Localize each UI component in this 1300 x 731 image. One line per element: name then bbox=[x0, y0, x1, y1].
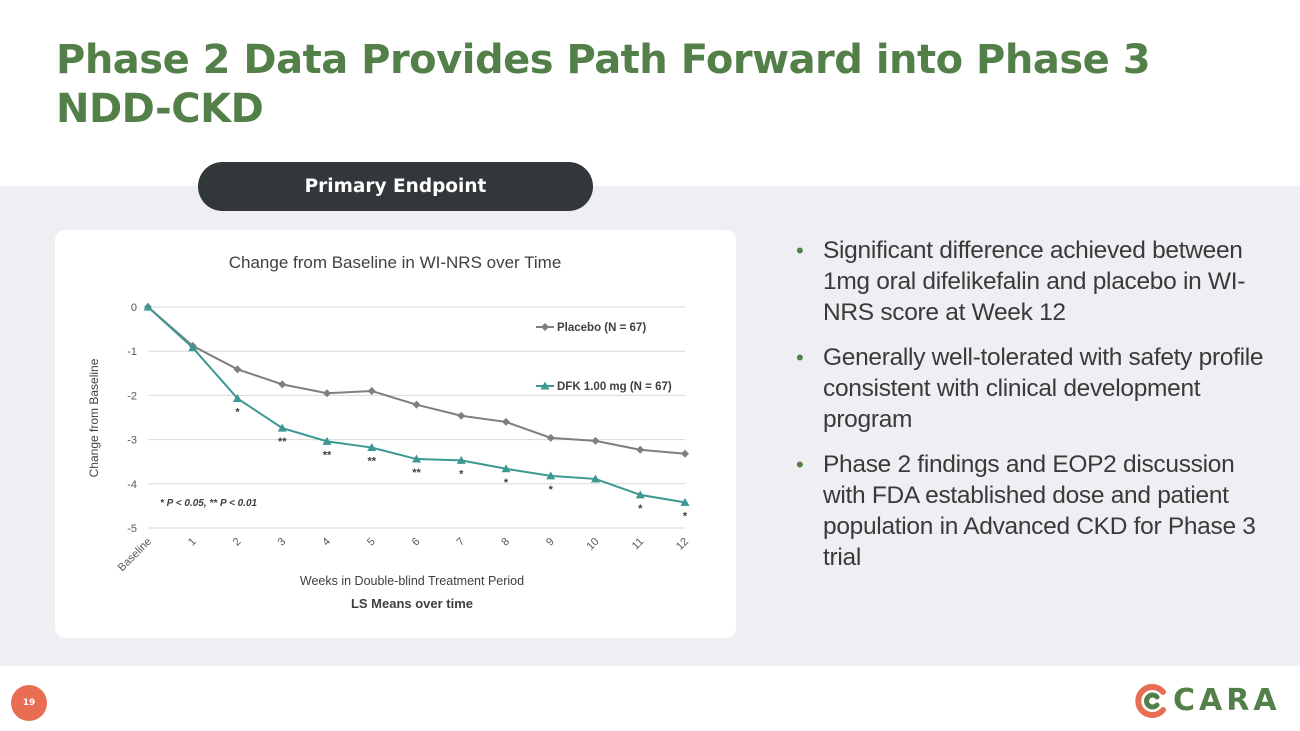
bullet-text: Significant difference achieved between … bbox=[823, 237, 1246, 326]
significance-marker: ** bbox=[412, 467, 421, 479]
dfk-point bbox=[680, 497, 690, 506]
significance-marker: * bbox=[549, 484, 554, 496]
significance-marker: * bbox=[683, 510, 688, 522]
x-tick-label: 5 bbox=[365, 536, 378, 549]
bullet-text: Phase 2 findings and EOP2 discussion wit… bbox=[823, 451, 1256, 571]
y-tick-label: -3 bbox=[127, 435, 137, 447]
legend-marker bbox=[541, 323, 549, 331]
x-tick-label: 12 bbox=[674, 536, 691, 553]
bullet-dot-icon: • bbox=[796, 238, 804, 263]
placebo-point bbox=[233, 365, 242, 374]
x-tick-label: 11 bbox=[630, 536, 647, 553]
bullet-dot-icon: • bbox=[796, 345, 804, 370]
legend-label: DFK 1.00 mg (N = 67) bbox=[557, 381, 672, 393]
x-tick-label: 4 bbox=[320, 536, 333, 549]
bullet-item: • Generally well-tolerated with safety pr… bbox=[790, 342, 1270, 435]
slide-title: Phase 2 Data Provides Path Forward into … bbox=[56, 36, 1256, 134]
x-tick-label: 8 bbox=[499, 536, 512, 549]
x-tick-label: 6 bbox=[410, 536, 423, 549]
x-tick-label: 10 bbox=[584, 536, 601, 553]
dfk-point bbox=[412, 454, 421, 463]
x-tick-label: Baseline bbox=[116, 536, 154, 574]
bullet-item: • Phase 2 findings and EOP2 discussion wi… bbox=[790, 449, 1270, 573]
dfk-point bbox=[591, 474, 600, 483]
placebo-point bbox=[546, 433, 555, 442]
placebo-point bbox=[591, 436, 600, 445]
y-tick-label: -5 bbox=[127, 523, 137, 535]
placebo-point bbox=[457, 411, 466, 420]
y-tick-label: -4 bbox=[127, 479, 137, 491]
dfk-point bbox=[322, 436, 332, 445]
legend-marker bbox=[540, 381, 550, 390]
placebo-point bbox=[412, 400, 421, 409]
bullet-text: Generally well-tolerated with safety pro… bbox=[823, 344, 1264, 433]
page-number-badge: 19 bbox=[11, 685, 47, 721]
significance-marker: * bbox=[638, 503, 643, 515]
placebo-point bbox=[323, 389, 331, 398]
placebo-point bbox=[636, 445, 645, 454]
significance-marker: ** bbox=[367, 456, 376, 468]
dfk-point bbox=[456, 455, 466, 464]
key-findings-list: • Significant difference achieved between… bbox=[790, 235, 1270, 587]
y-tick-label: -2 bbox=[127, 390, 137, 402]
x-tick-label: 1 bbox=[186, 536, 199, 549]
y-axis-label: Change from Baseline bbox=[87, 358, 101, 477]
dfk-point bbox=[188, 343, 198, 352]
dfk-point bbox=[277, 423, 287, 432]
dfk-point bbox=[635, 490, 645, 499]
significance-marker: ** bbox=[323, 449, 332, 461]
slide-title-line-2: NDD-CKD bbox=[56, 86, 264, 132]
x-axis-label: Weeks in Double-blind Treatment Period bbox=[300, 574, 524, 588]
bullet-item: • Significant difference achieved between… bbox=[790, 235, 1270, 328]
x-tick-label: 2 bbox=[231, 536, 244, 549]
significance-footnote: * P < 0.05, ** P < 0.01 bbox=[160, 498, 258, 509]
placebo-point bbox=[278, 380, 287, 389]
bullet-dot-icon: • bbox=[796, 452, 804, 477]
wi-nrs-line-chart: Change from Baseline in WI-NRS over Time… bbox=[87, 253, 691, 611]
placebo-point bbox=[367, 386, 376, 395]
dfk-point bbox=[143, 302, 153, 311]
dfk-point bbox=[546, 471, 556, 480]
primary-endpoint-label: Primary Endpoint bbox=[198, 162, 593, 211]
x-tick-label: 7 bbox=[455, 536, 468, 549]
y-tick-label: 0 bbox=[131, 302, 137, 314]
legend-label: Placebo (N = 67) bbox=[557, 322, 646, 334]
significance-marker: * bbox=[235, 406, 240, 418]
slide-title-line-1: Phase 2 Data Provides Path Forward into … bbox=[56, 37, 1151, 83]
x-tick-label: 9 bbox=[544, 536, 557, 549]
chart-card: Change from Baseline in WI-NRS over Time… bbox=[55, 230, 736, 638]
x-tick-label: 3 bbox=[276, 536, 289, 549]
chart-title: Change from Baseline in WI-NRS over Time bbox=[229, 253, 562, 272]
dfk-point bbox=[501, 464, 511, 473]
y-tick-label: -1 bbox=[127, 346, 137, 358]
dfk-point bbox=[367, 443, 377, 452]
significance-marker: * bbox=[459, 468, 464, 480]
significance-marker: * bbox=[504, 477, 509, 489]
placebo-point bbox=[681, 449, 689, 458]
chart-subtitle: LS Means over time bbox=[351, 596, 473, 611]
significance-marker: ** bbox=[278, 436, 287, 448]
cara-logo: CARA bbox=[1133, 683, 1283, 719]
cara-logo-text: CARA bbox=[1173, 683, 1281, 718]
dfk-point bbox=[233, 393, 242, 402]
placebo-point bbox=[502, 417, 510, 426]
cara-logo-mark-icon bbox=[1135, 684, 1166, 718]
